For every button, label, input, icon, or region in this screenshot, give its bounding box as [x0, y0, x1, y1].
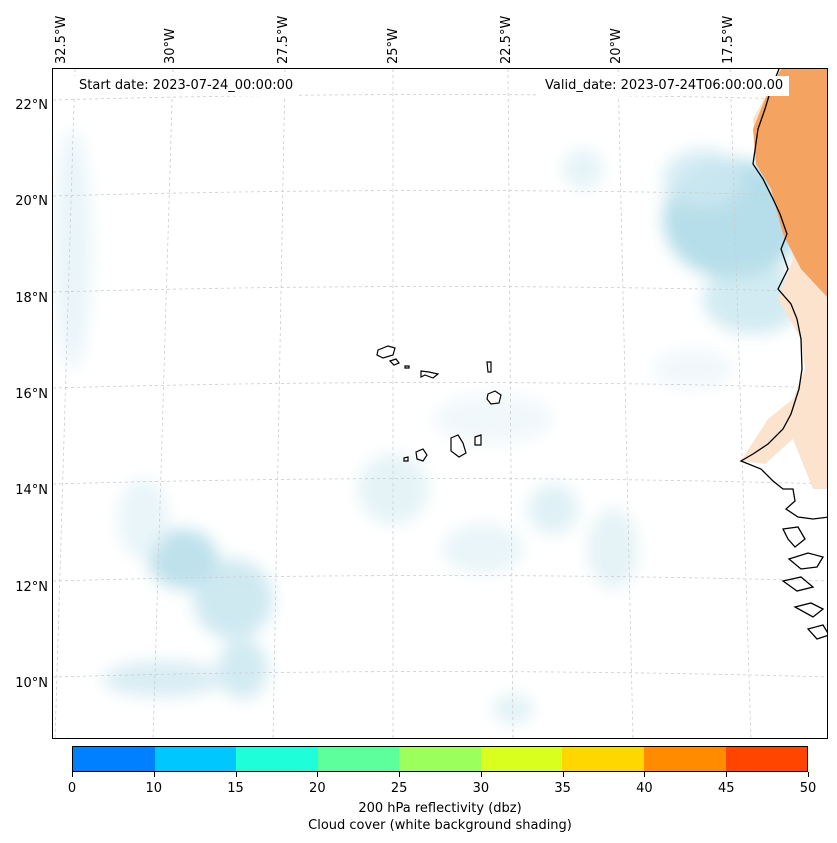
colorbar-segment-1	[154, 747, 237, 771]
lat-label-22n: 22°N	[15, 98, 48, 113]
map-canvas	[53, 69, 827, 738]
map-panel[interactable]	[52, 68, 828, 739]
valid-date-label: Valid_date: 2023-07-24T06:00:00.00	[539, 76, 790, 96]
lon-label-32-5w: 32.5°W	[54, 15, 69, 64]
colorbar-tick-label-0: 0	[67, 781, 77, 796]
parallel-14n	[53, 478, 827, 485]
lat-label-12n: 12°N	[15, 580, 48, 595]
island-sao-nicolau	[420, 370, 440, 379]
meridian-22-5w	[507, 69, 514, 738]
lon-label-22-5w: 22.5°W	[499, 15, 514, 64]
coastline	[739, 69, 827, 640]
colorbar-tick-label-25: 25	[390, 781, 408, 796]
colorbar-tick-label-50: 50	[799, 781, 817, 796]
colorbar-tick-label-15: 15	[227, 781, 244, 796]
colorbar-segment-2	[236, 747, 318, 771]
island-santiago	[450, 434, 467, 458]
island-brava	[403, 456, 409, 462]
colorbar-segment-4	[399, 747, 481, 771]
parallel-10n	[53, 671, 827, 678]
lat-label-20n: 20°N	[15, 194, 48, 209]
colorbar-title-reflectivity: 200 hPa reflectivity (dbz)	[358, 801, 522, 816]
colorbar-tick-label-10: 10	[145, 781, 163, 796]
colorbar-tick-35	[562, 772, 564, 777]
meridian-27-5w	[272, 69, 286, 738]
colorbar-tick-25	[399, 772, 401, 777]
island-santa-luzia	[404, 365, 410, 369]
island-sal	[486, 361, 492, 373]
colorbar-segment-3	[317, 747, 400, 771]
lon-label-27-5w: 27.5°W	[276, 15, 291, 64]
colorbar-tick-10	[153, 772, 155, 777]
africa-coastline	[739, 69, 827, 520]
graticule	[53, 69, 827, 738]
lat-label-10n: 10°N	[15, 676, 48, 691]
colorbar-tick-label-30: 30	[472, 781, 490, 796]
colorbar-tick-15	[235, 772, 237, 777]
colorbar-segment-6	[562, 747, 644, 771]
colorbar-tick-label-35: 35	[554, 781, 571, 796]
island-santo-antao	[376, 345, 396, 359]
colorbar-segment-0	[73, 747, 155, 771]
parallel-22n	[53, 94, 827, 101]
lon-label-30w: 30°W	[163, 28, 178, 64]
island-boa-vista	[486, 390, 502, 405]
meridian-20w	[617, 69, 634, 738]
colorbar-tick-label-40: 40	[636, 781, 653, 796]
parallel-18n	[53, 286, 827, 293]
meridian-17-5w	[729, 69, 752, 738]
cape-verde-islands	[376, 345, 502, 462]
lat-label-16n: 16°N	[15, 387, 48, 402]
colorbar-tick-40	[644, 772, 646, 777]
colorbar-title-cloud-cover: Cloud cover (white background shading)	[308, 818, 572, 833]
colorbar-tick-label-20: 20	[309, 781, 326, 796]
island-sao-vicente	[388, 358, 400, 366]
colorbar-tick-30	[480, 772, 482, 777]
start-date-label: Start date: 2023-07-24_00:00:00	[73, 76, 300, 96]
colorbar-tick-45	[726, 772, 728, 777]
meridian-32-5w	[54, 69, 76, 738]
colorbar-segment-7	[643, 747, 726, 771]
lat-label-14n: 14°N	[15, 483, 48, 498]
colorbar	[72, 746, 808, 772]
land-shading	[741, 69, 827, 489]
parallel-20n	[53, 190, 827, 197]
cloud-shading	[55, 129, 803, 724]
meridian-30w	[152, 69, 174, 738]
lon-label-25w: 25°W	[386, 28, 401, 64]
lon-label-17-5w: 17.5°W	[721, 15, 736, 64]
colorbar-segment-8	[725, 747, 808, 771]
colorbar-tick-0	[72, 772, 73, 777]
island-fogo	[415, 448, 428, 462]
parallel-12n	[53, 575, 827, 582]
lon-label-20w: 20°W	[609, 28, 624, 64]
colorbar-tick-label-45: 45	[717, 781, 735, 796]
lat-label-18n: 18°N	[15, 291, 48, 306]
parallel-16n	[53, 382, 827, 389]
colorbar-segment-5	[480, 747, 563, 771]
colorbar-tick-50	[808, 772, 809, 777]
colorbar-tick-20	[317, 772, 319, 777]
island-maio	[474, 434, 482, 446]
